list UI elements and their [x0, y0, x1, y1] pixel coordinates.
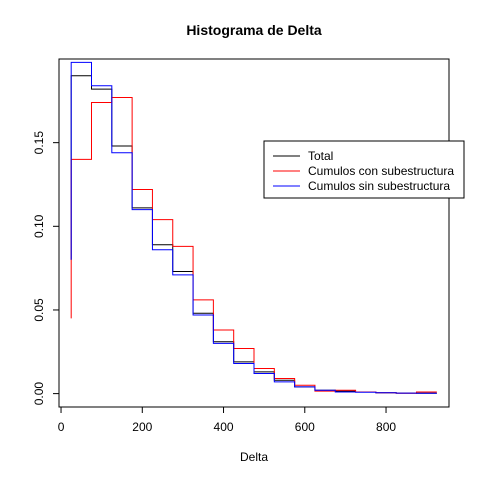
legend-label: Cumulos con subestructura: [308, 164, 454, 178]
x-tick-label: 600: [295, 420, 315, 434]
legend-box: [263, 140, 465, 199]
y-tick-label: 0.10: [32, 214, 46, 238]
y-tick-label: 0.15: [32, 131, 46, 155]
series-layer: [70, 61, 437, 394]
chart-title: Histograma de Delta: [186, 22, 322, 38]
x-axis-label: Delta: [240, 450, 268, 464]
x-tick-label: 800: [376, 420, 396, 434]
x-axis: 0 200 400 600 800: [58, 406, 396, 434]
y-tick-label: 0.00: [32, 382, 46, 406]
x-tick-label: 200: [132, 420, 152, 434]
series-line: [70, 75, 437, 394]
x-tick-label: 0: [58, 420, 65, 434]
series-line: [70, 61, 437, 394]
legend-label: Total: [308, 149, 333, 163]
legend-label: Cumulos sin subestructura: [308, 179, 450, 193]
y-axis: 0.00 0.05 0.10 0.15: [32, 131, 60, 406]
x-tick-label: 400: [214, 420, 234, 434]
y-tick-label: 0.05: [32, 298, 46, 322]
